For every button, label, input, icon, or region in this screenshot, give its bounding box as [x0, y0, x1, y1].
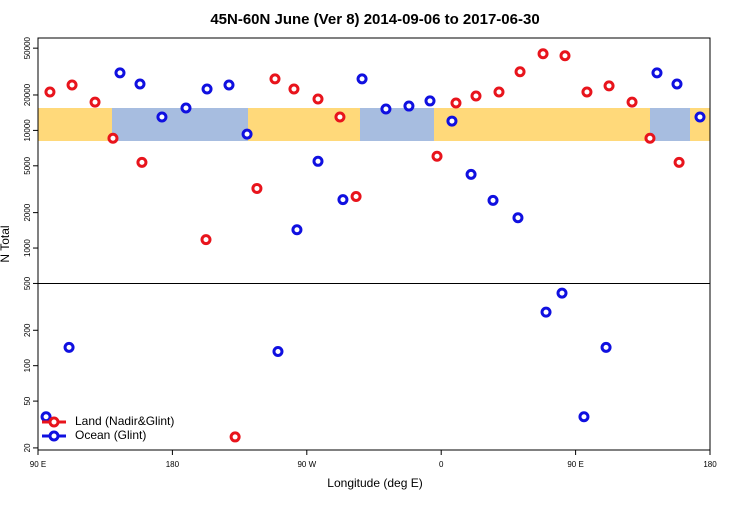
data-point — [337, 194, 349, 206]
data-point — [40, 411, 52, 423]
data-point — [288, 83, 300, 95]
data-point — [514, 66, 526, 78]
data-point — [487, 194, 499, 206]
data-point — [465, 168, 477, 180]
data-point — [241, 128, 253, 140]
data-point — [450, 97, 462, 109]
data-point — [673, 156, 685, 168]
data-point — [512, 212, 524, 224]
data-point — [180, 102, 192, 114]
plot-frame — [37, 37, 711, 451]
x-tick-label: 0 — [439, 460, 444, 469]
y-tick-label: 20000 — [23, 83, 32, 106]
legend: Land (Nadir&Glint)Ocean (Glint) — [42, 414, 174, 442]
y-tick-label: 5000 — [23, 156, 32, 174]
data-point — [312, 93, 324, 105]
chart-title: 45N-60N June (Ver 8) 2014-09-06 to 2017-… — [210, 11, 539, 28]
y-tick-label: 10000 — [23, 119, 32, 142]
y-tick-label: 1000 — [23, 239, 32, 257]
y-tick-label: 50000 — [23, 36, 32, 59]
data-point — [136, 156, 148, 168]
data-point — [269, 73, 281, 85]
x-tick-label: 180 — [166, 460, 180, 469]
y-tick-label: 20 — [23, 443, 32, 452]
data-point — [356, 73, 368, 85]
data-point — [63, 341, 75, 353]
x-axis-label: Longitude (deg E) — [327, 476, 422, 490]
data-point — [251, 182, 263, 194]
data-point — [107, 132, 119, 144]
legend-label: Land (Nadir&Glint) — [75, 414, 174, 428]
data-point — [334, 111, 346, 123]
map-land — [38, 108, 112, 141]
data-point — [537, 48, 549, 60]
data-point — [603, 80, 615, 92]
data-point — [559, 50, 571, 62]
data-point — [626, 96, 638, 108]
data-point — [312, 155, 324, 167]
data-point — [578, 411, 590, 423]
data-point — [380, 103, 392, 115]
data-point — [424, 95, 436, 107]
data-point — [89, 96, 101, 108]
data-point — [671, 78, 683, 90]
y-tick-label: 200 — [23, 323, 32, 337]
y-tick-label: 2000 — [23, 203, 32, 221]
y-axis-label: N Total — [0, 225, 12, 262]
data-point — [66, 79, 78, 91]
data-point — [470, 90, 482, 102]
x-tick-label: 90 W — [297, 460, 316, 469]
map-band — [38, 108, 710, 141]
y-tick-label: 50 — [23, 396, 32, 405]
data-point — [446, 115, 458, 127]
x-tick-label: 90 E — [30, 460, 46, 469]
data-point — [114, 67, 126, 79]
data-point — [229, 431, 241, 443]
data-point — [350, 191, 362, 203]
data-point — [272, 345, 284, 357]
data-point — [291, 224, 303, 236]
data-point — [431, 150, 443, 162]
legend-marker — [48, 430, 60, 442]
data-point — [600, 341, 612, 353]
data-point — [44, 86, 56, 98]
data-point — [200, 234, 212, 246]
data-point — [403, 100, 415, 112]
y-tick-label: 500 — [23, 276, 32, 290]
data-point — [493, 86, 505, 98]
map-land — [434, 108, 650, 141]
data-point — [540, 306, 552, 318]
y-tick-label: 100 — [23, 358, 32, 372]
x-tick-label: 90 E — [567, 460, 583, 469]
data-point — [581, 86, 593, 98]
data-point — [156, 111, 168, 123]
data-point — [201, 83, 213, 95]
x-tick-label: 180 — [703, 460, 717, 469]
data-point — [134, 78, 146, 90]
data-point — [556, 287, 568, 299]
legend-label: Ocean (Glint) — [75, 428, 146, 442]
data-point — [694, 111, 706, 123]
legend-marker — [48, 416, 60, 428]
data-point — [644, 132, 656, 144]
data-point — [223, 79, 235, 91]
data-point — [651, 67, 663, 79]
